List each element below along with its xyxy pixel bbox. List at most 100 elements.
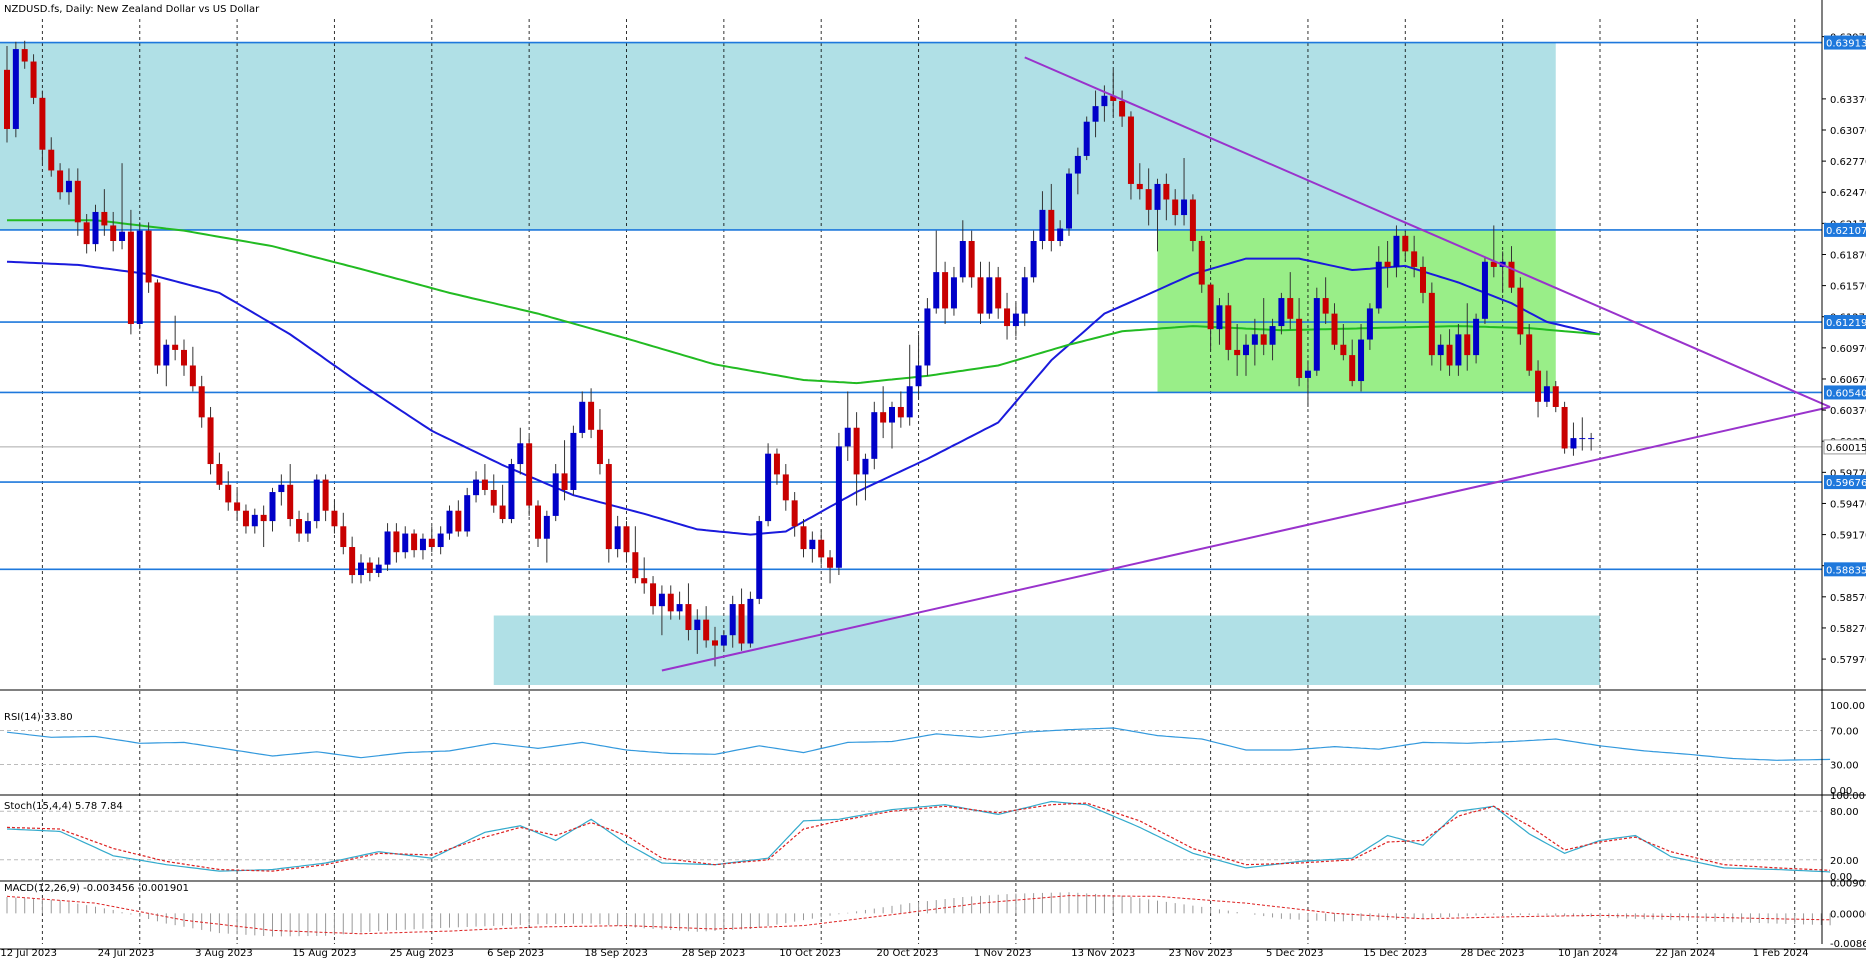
date-label: 24 Jul 2023 [98,948,155,959]
rsi-main-line [6,727,1831,761]
level-tag-bg [1824,562,1866,577]
candle-bull [464,495,471,532]
candle-bear [1464,334,1471,356]
candle-bear [21,49,28,62]
candle-bull [1101,95,1108,107]
candle-bull [809,539,816,550]
candle-bear [818,539,825,558]
candle-bear [340,526,347,548]
candles-layer [4,40,1595,667]
stoch-title: Stoch(15,4,4) 5.78 7.84 [4,801,123,812]
stoch-tick-label: 80.00 [1830,807,1859,818]
candle-bear [189,365,196,387]
candle-bear [1296,318,1303,378]
candle-bull [1021,277,1028,314]
candle-bear [207,417,214,465]
candle-bear [650,583,657,607]
candle-bull [402,533,409,553]
candle-bear [1552,386,1559,407]
candle-bull [517,443,524,465]
candle-bull [1181,199,1188,216]
level-tag: 0.59676 [1826,478,1866,489]
candle-bull [446,510,453,534]
candle-bear [366,562,373,573]
candle-bear [968,241,975,278]
candle-bull [473,479,480,496]
date-label: 18 Sep 2023 [585,948,648,959]
trendline-upper[interactable] [1024,56,1831,408]
candle-bull [552,473,559,516]
candle-bear [154,282,161,366]
candle-bear [685,604,692,631]
candle-bull [269,492,276,522]
candle-bear [1384,261,1391,267]
candle-bear [1322,298,1329,314]
candle-bull [1366,308,1373,340]
candle-bull [1039,209,1046,241]
candle-bear [596,429,603,465]
candle-bull [906,386,913,418]
date-label: 20 Oct 2023 [877,948,939,959]
rsi-title: RSI(14) 33.80 [4,712,73,723]
candle-bull [959,241,966,278]
candle-bull [1570,438,1577,449]
candle-bear [773,453,780,475]
date-label: 25 Aug 2023 [390,948,454,959]
indicators-layer [0,727,1831,937]
candle-bear [1145,189,1152,210]
zone-blue-2 [493,615,1600,685]
candle-bull [658,593,665,607]
candle-bear [1517,287,1524,335]
candle-bear [712,640,718,646]
price-axis: 0.639700.633700.630700.627700.624700.621… [1822,33,1866,950]
candle-bear [1428,292,1435,356]
candle-bear [1420,266,1426,293]
candle-bull [1012,313,1019,327]
candle-bull [358,562,364,576]
candle-bear [428,538,435,548]
candle-bear [74,180,81,223]
candle-bear [242,510,249,527]
candle-bull [1588,438,1595,440]
macd-tick-label: 0.009032 [1830,879,1866,890]
candle-bull [304,521,311,534]
stoch-main-line [6,800,1831,873]
candle-bear [535,505,541,539]
candle-bull [12,49,19,129]
level-tag: 0.62107 [1826,226,1866,237]
candle-bear [1561,406,1568,449]
candle-bear [1508,261,1515,288]
candle-bull [1437,344,1444,356]
date-label: 15 Aug 2023 [292,948,356,959]
candle-bull [1579,438,1586,440]
candle-bear [667,593,674,612]
candle-bear [490,489,497,506]
candle-bear [1287,298,1294,319]
trendlines-layer[interactable] [661,56,1831,672]
candle-bear [1331,313,1338,345]
candle-bear [995,277,1002,309]
date-label: 22 Jan 2024 [1655,948,1715,959]
rsi-tick-label: 100.00 [1830,701,1865,712]
date-label: 28 Dec 2023 [1461,948,1525,959]
trendline-lower[interactable] [661,406,1831,672]
level-tag: 0.63913 [1826,39,1866,50]
candle-bear [853,427,860,475]
macd-tick-label: 0.000000 [1830,909,1866,920]
candle-bear [782,474,789,501]
macd-title: MACD(12,26,9) -0.003456 -0.001901 [4,883,189,894]
date-label: 23 Nov 2023 [1169,948,1233,959]
candle-bear [942,272,949,309]
candle-bear [880,412,887,423]
candle-bull [1216,305,1223,330]
zones-layer [0,42,1600,685]
candle-bear [411,533,418,551]
candle-bear [827,557,834,568]
candle-bear [83,222,90,245]
candle-bear [481,479,488,490]
